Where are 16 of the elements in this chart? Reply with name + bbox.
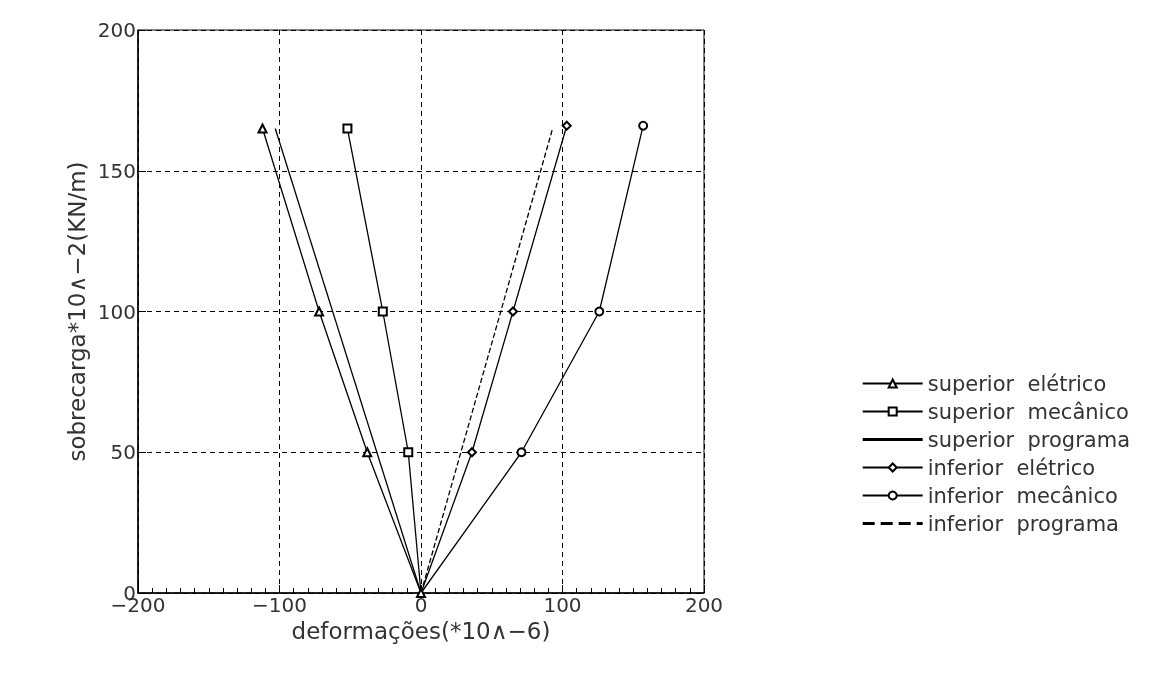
legend-label: superior programa [927, 427, 1130, 452]
legend-label: superior mecânico [927, 399, 1129, 424]
y-tick-label: 100 [97, 299, 136, 324]
y-tick-label: 50 [110, 440, 136, 465]
y-tick-label: 150 [97, 158, 136, 183]
legend-label: superior elétrico [927, 371, 1107, 396]
legend-label: inferior elétrico [927, 455, 1096, 480]
legend-label: inferior programa [927, 511, 1119, 536]
x-tick-label: 100 [543, 593, 582, 617]
y-axis-title: sobrecarga*10∧−2(KN/m) [63, 161, 90, 462]
x-axis-title: deformações(*10∧−6) [291, 618, 551, 645]
x-tick-label: 200 [684, 593, 724, 617]
x-tick-label: 0 [414, 593, 428, 617]
y-tick-label: 200 [97, 18, 136, 42]
x-tick-label: −100 [252, 593, 307, 617]
legend-label: inferior mecânico [927, 483, 1118, 508]
